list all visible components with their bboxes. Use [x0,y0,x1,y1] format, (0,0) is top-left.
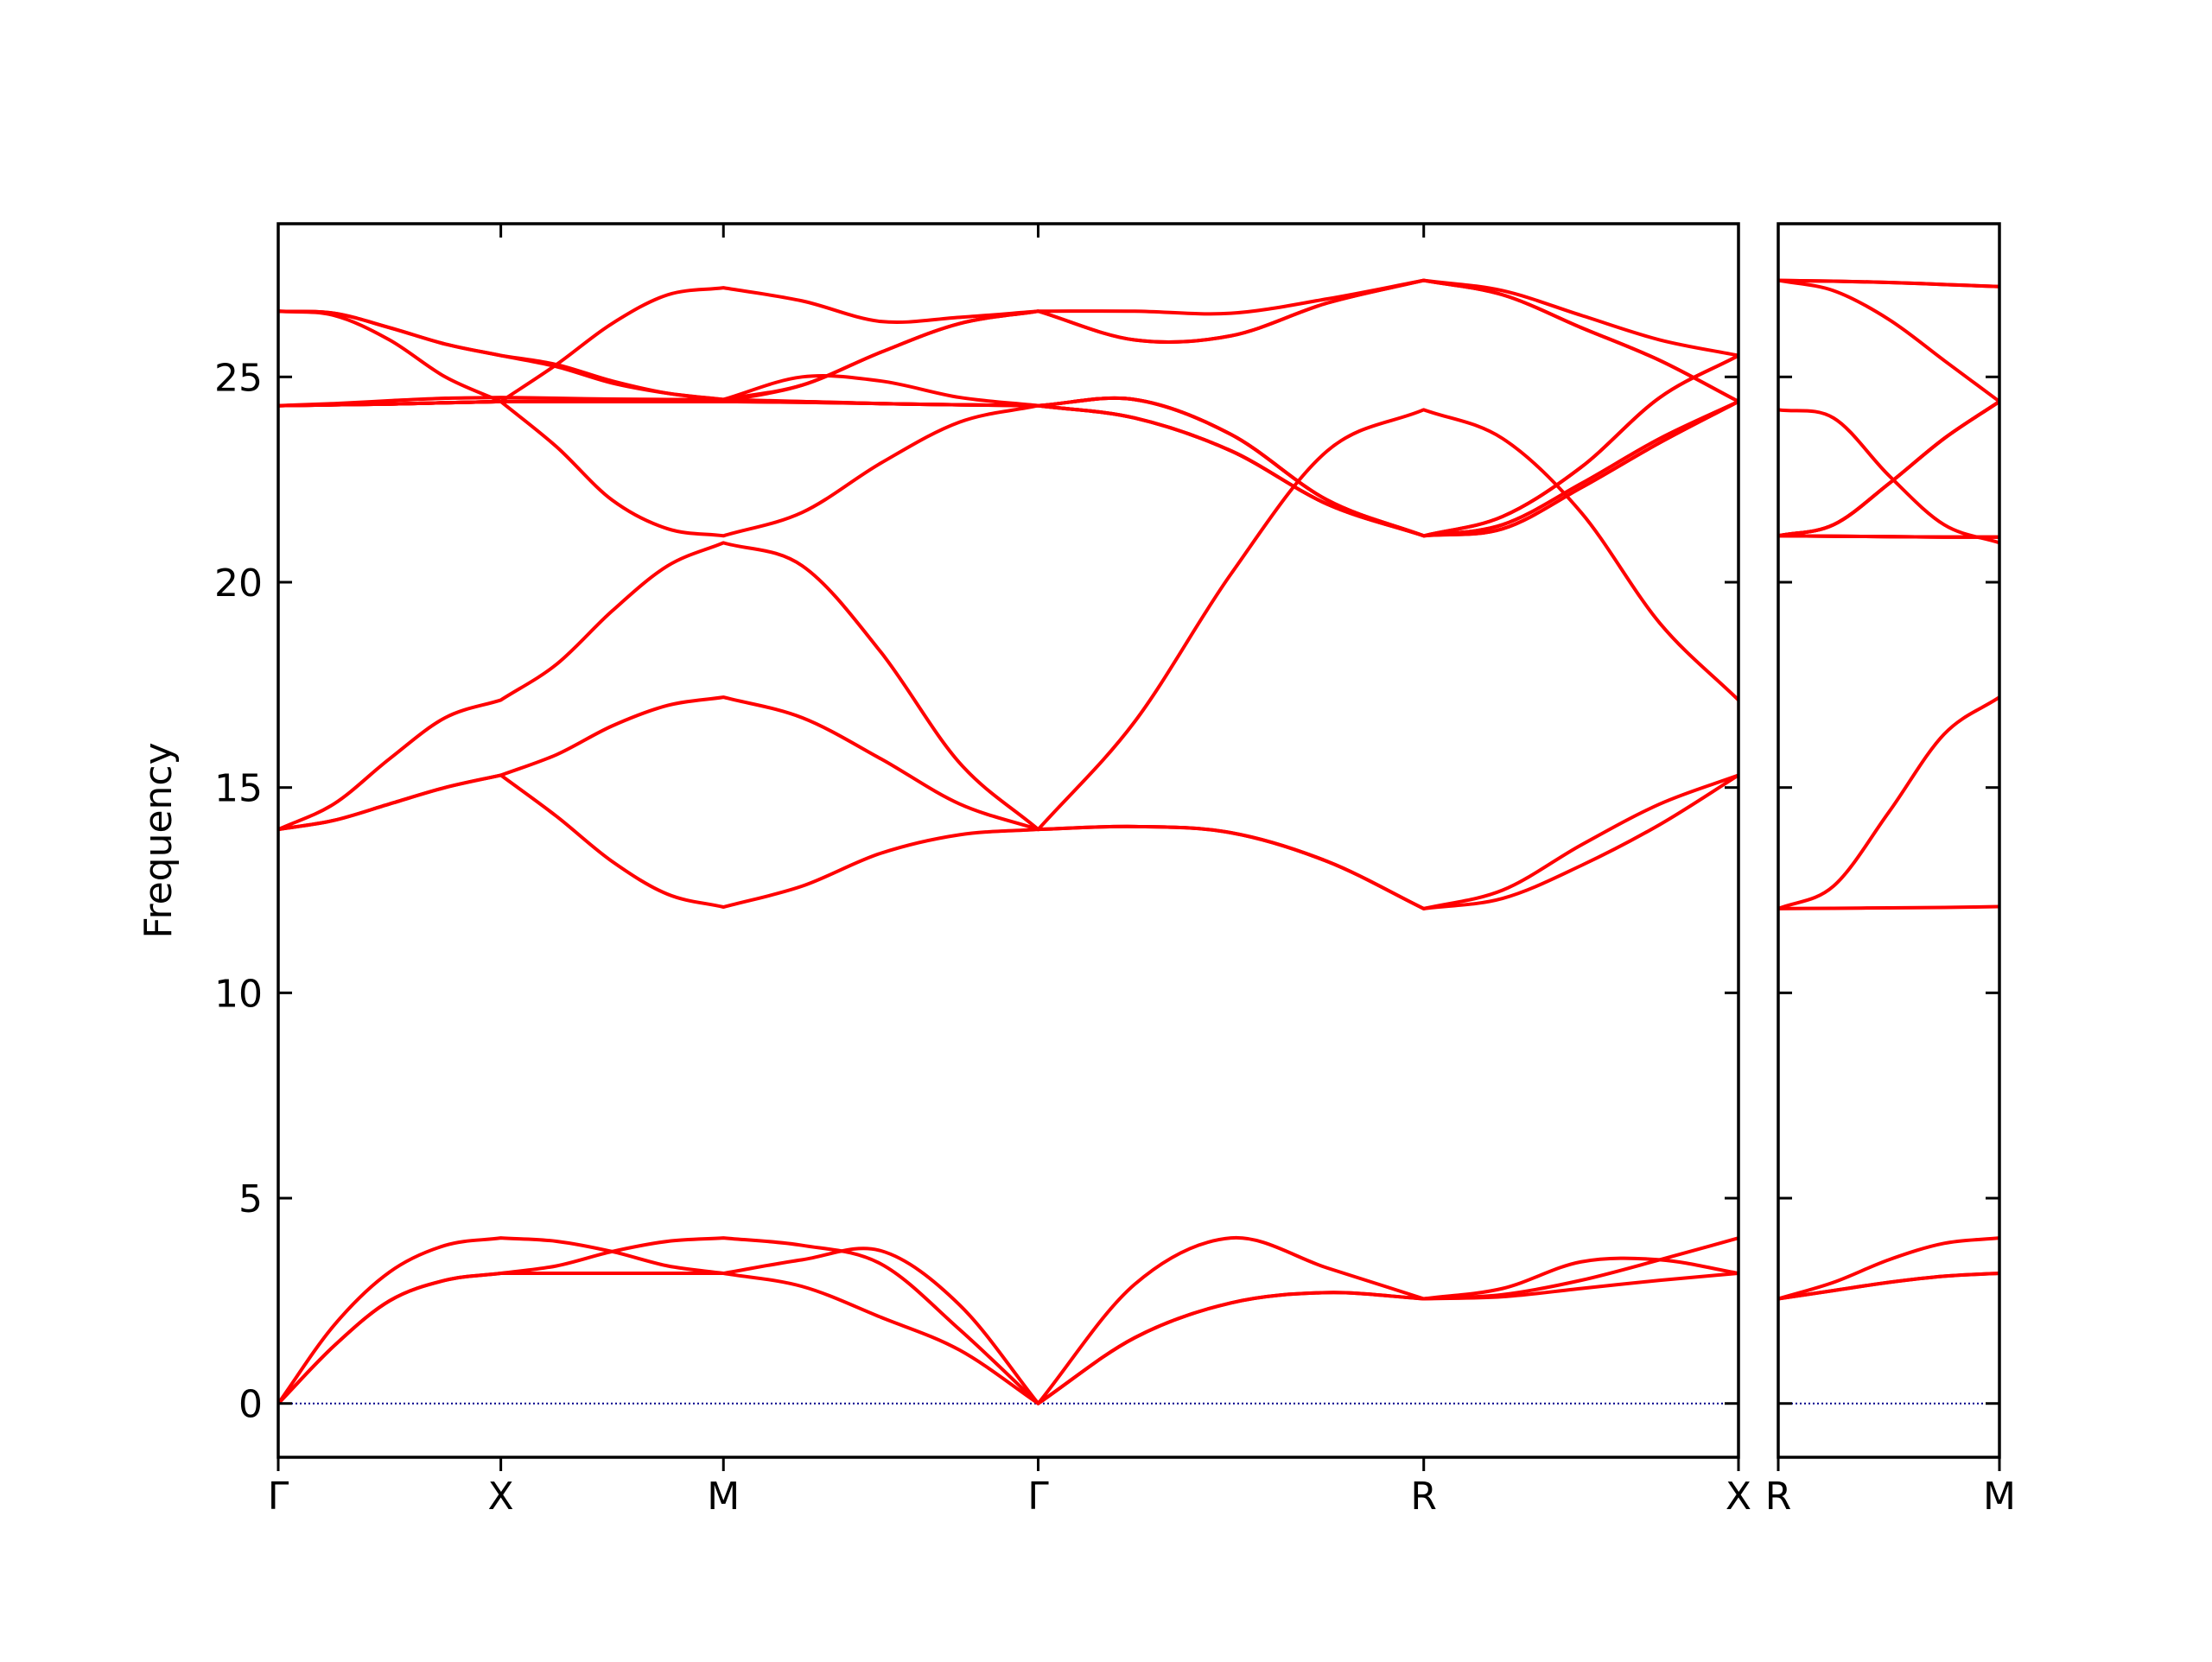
x-tick-label: R [1410,1475,1437,1519]
plot-frame [1777,222,2001,1459]
y-axis-label: Frequency [137,742,181,938]
band-line [278,1235,1738,1405]
band-line [278,408,1738,832]
band-line [1778,278,1999,289]
band-line [1778,1272,1999,1301]
x-tick-label: X [1726,1475,1751,1519]
x-tick-label: M [1983,1475,2016,1519]
band-line [1778,400,1999,538]
band-line [1778,695,1999,910]
y-tick-label: 20 [214,561,263,606]
y-tick-label: 0 [238,1383,263,1427]
plot-frame [276,222,1740,1459]
y-tick-label: 15 [214,767,263,811]
x-tick-label: M [707,1475,740,1519]
x-tick-label: R [1765,1475,1792,1519]
band-line [1778,904,1999,910]
band-line [278,1236,1738,1405]
band-line [1778,278,1999,403]
band-line [278,309,1738,538]
band-line [1778,1236,1999,1301]
y-tick-label: 25 [214,356,263,400]
y-tick-label: 10 [214,972,263,1016]
band-line [278,695,1738,910]
band-line [278,399,1738,538]
band-line [278,278,1738,403]
x-tick-label: Γ [268,1475,289,1519]
band-line [278,278,1738,403]
x-tick-label: Γ [1027,1475,1049,1519]
band-line [1778,408,1999,545]
band-line [278,396,1738,538]
y-tick-label: 5 [238,1177,263,1221]
band-line [278,773,1738,910]
x-tick-label: X [488,1475,514,1519]
band-line [278,399,1738,538]
